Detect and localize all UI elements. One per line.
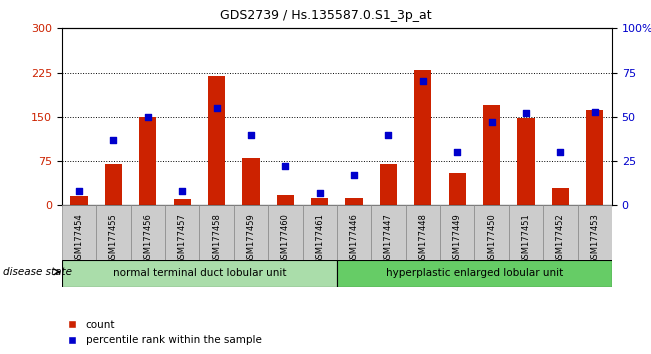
Bar [380, 164, 397, 205]
Text: GDS2739 / Hs.135587.0.S1_3p_at: GDS2739 / Hs.135587.0.S1_3p_at [219, 9, 432, 22]
Bar [509, 205, 543, 260]
Bar [337, 205, 371, 260]
Point [74, 188, 84, 194]
Text: GSM177449: GSM177449 [452, 213, 462, 264]
Bar [96, 205, 131, 260]
Bar [139, 117, 156, 205]
Bar [552, 188, 569, 205]
Point [212, 105, 222, 111]
Bar [277, 195, 294, 205]
Text: GSM177460: GSM177460 [281, 213, 290, 264]
Text: GSM177454: GSM177454 [74, 213, 83, 264]
Point [314, 190, 325, 196]
Text: GSM177457: GSM177457 [178, 213, 187, 264]
Point [486, 119, 497, 125]
Legend: count, percentile rank within the sample: count, percentile rank within the sample [67, 320, 262, 346]
Bar [337, 260, 612, 287]
Text: GSM177452: GSM177452 [556, 213, 565, 264]
Bar [62, 205, 96, 260]
Bar [208, 75, 225, 205]
Text: GSM177458: GSM177458 [212, 213, 221, 264]
Bar [105, 164, 122, 205]
Point [280, 164, 290, 169]
Point [452, 149, 462, 155]
Text: disease state: disease state [3, 267, 72, 277]
Text: GSM177455: GSM177455 [109, 213, 118, 264]
Text: hyperplastic enlarged lobular unit: hyperplastic enlarged lobular unit [386, 268, 563, 279]
Bar [199, 205, 234, 260]
Point [418, 79, 428, 84]
Text: GSM177453: GSM177453 [590, 213, 600, 264]
Bar [440, 205, 475, 260]
Bar [371, 205, 406, 260]
Point [555, 149, 566, 155]
Bar [165, 205, 199, 260]
Bar [303, 205, 337, 260]
Text: GSM177456: GSM177456 [143, 213, 152, 264]
Point [521, 110, 531, 116]
Bar [131, 205, 165, 260]
Bar [483, 105, 500, 205]
Point [108, 137, 118, 143]
Point [177, 188, 187, 194]
Text: GSM177459: GSM177459 [247, 213, 255, 264]
Point [383, 132, 394, 137]
Bar [174, 199, 191, 205]
Text: GSM177461: GSM177461 [315, 213, 324, 264]
Text: GSM177448: GSM177448 [419, 213, 427, 264]
Point [590, 109, 600, 114]
Point [245, 132, 256, 137]
Point [143, 114, 153, 120]
Bar [268, 205, 303, 260]
Bar [543, 205, 577, 260]
Bar [406, 205, 440, 260]
Bar [62, 260, 337, 287]
Bar [346, 198, 363, 205]
Bar [577, 205, 612, 260]
Point [349, 172, 359, 178]
Bar [475, 205, 509, 260]
Bar [311, 198, 328, 205]
Bar [586, 110, 603, 205]
Text: GSM177450: GSM177450 [487, 213, 496, 264]
Bar [234, 205, 268, 260]
Bar [449, 173, 466, 205]
Bar [70, 196, 88, 205]
Text: normal terminal duct lobular unit: normal terminal duct lobular unit [113, 268, 286, 279]
Text: GSM177447: GSM177447 [384, 213, 393, 264]
Bar [414, 70, 432, 205]
Bar [242, 158, 260, 205]
Text: GSM177446: GSM177446 [350, 213, 359, 264]
Text: GSM177451: GSM177451 [521, 213, 531, 264]
Bar [518, 118, 534, 205]
